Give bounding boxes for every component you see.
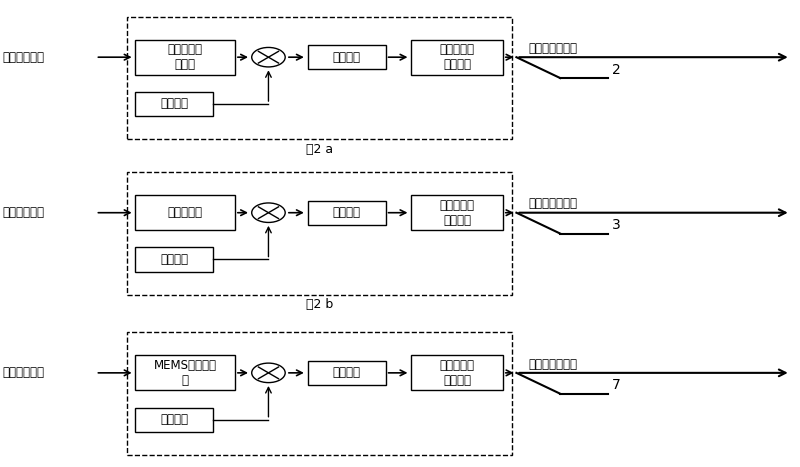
FancyBboxPatch shape — [411, 40, 503, 75]
Text: 电涡流位移
传感器: 电涡流位移 传感器 — [168, 43, 202, 71]
Text: 线圈电流信息: 线圈电流信息 — [2, 206, 44, 219]
Text: 调理后电压输出: 调理后电压输出 — [528, 198, 578, 210]
Text: 调幅电路: 调幅电路 — [333, 366, 361, 379]
Text: 调理后电压输出: 调理后电压输出 — [528, 358, 578, 370]
Text: 2: 2 — [612, 63, 621, 77]
FancyBboxPatch shape — [135, 40, 235, 75]
Text: 外壳形状信息: 外壳形状信息 — [2, 366, 44, 379]
FancyBboxPatch shape — [411, 355, 503, 390]
Circle shape — [252, 48, 286, 67]
FancyBboxPatch shape — [411, 195, 503, 230]
FancyBboxPatch shape — [135, 408, 214, 432]
FancyBboxPatch shape — [135, 195, 235, 230]
Circle shape — [252, 363, 286, 382]
Text: 调偏电路: 调偏电路 — [160, 98, 188, 111]
FancyBboxPatch shape — [135, 248, 214, 272]
Circle shape — [252, 203, 286, 222]
FancyBboxPatch shape — [135, 92, 214, 116]
Text: 抗混跌低通
滤波电路: 抗混跌低通 滤波电路 — [439, 198, 474, 226]
Text: MEMS振动传感
器: MEMS振动传感 器 — [154, 359, 217, 387]
Text: 调理后电压输出: 调理后电压输出 — [528, 42, 578, 55]
FancyBboxPatch shape — [307, 361, 386, 385]
FancyBboxPatch shape — [307, 45, 386, 69]
Text: 抗混跌低通
滤波电路: 抗混跌低通 滤波电路 — [439, 43, 474, 71]
Text: 电流传感器: 电流传感器 — [168, 206, 202, 219]
Text: 7: 7 — [612, 378, 621, 392]
Text: 调幅电路: 调幅电路 — [333, 51, 361, 64]
Text: 转子位置信息: 转子位置信息 — [2, 51, 44, 64]
Text: 抗混跌低通
滤波电路: 抗混跌低通 滤波电路 — [439, 359, 474, 387]
Text: 调幅电路: 调幅电路 — [333, 206, 361, 219]
FancyBboxPatch shape — [307, 201, 386, 225]
Text: 3: 3 — [612, 218, 621, 232]
Text: 调偏电路: 调偏电路 — [160, 253, 188, 266]
Text: 图2 a: 图2 a — [306, 143, 334, 156]
FancyBboxPatch shape — [135, 355, 235, 390]
Text: 调偏电路: 调偏电路 — [160, 413, 188, 426]
Text: 图2 b: 图2 b — [306, 298, 334, 311]
